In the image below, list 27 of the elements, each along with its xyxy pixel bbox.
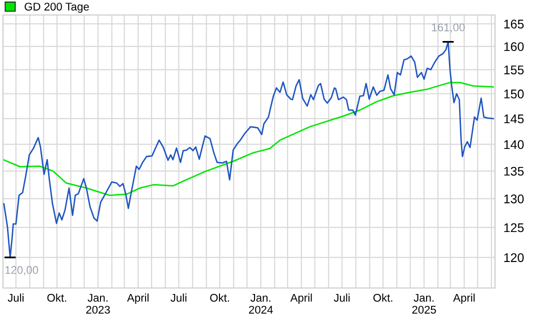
y-tick-label: 155 xyxy=(504,66,524,74)
y-tick-label: 160 xyxy=(504,42,524,52)
y-tick-label: 150 xyxy=(504,90,524,98)
annotation: 120,00 xyxy=(5,266,38,276)
x-tick-label: Okt. xyxy=(47,294,66,302)
x-tick-label: Juli xyxy=(334,294,350,302)
x-tick-label: Juli xyxy=(8,294,24,302)
x-tick-label: Juli xyxy=(170,294,186,302)
y-tick-label: 145 xyxy=(504,114,524,124)
x-tick-label: April xyxy=(453,294,475,304)
x-tick-label: Jan. 2025 xyxy=(412,294,436,314)
line-series xyxy=(3,82,494,196)
line-series xyxy=(3,41,494,258)
y-tick-label: 125 xyxy=(504,223,524,232)
x-tick-label: Okt. xyxy=(210,294,229,302)
y-tick-label: 140 xyxy=(504,140,524,150)
x-tick-label: Okt. xyxy=(373,294,392,302)
annotation: 161,00 xyxy=(432,23,465,33)
legend-label: GD 200 Tage xyxy=(24,2,89,13)
y-tick-label: 165 xyxy=(504,20,524,28)
y-tick-label: 120 xyxy=(504,253,524,262)
x-tick-label: Jan. 2024 xyxy=(249,294,273,314)
x-tick-label: April xyxy=(290,294,312,304)
y-tick-label: 135 xyxy=(504,166,524,176)
x-tick-label: April xyxy=(127,294,149,304)
y-tick-label: 130 xyxy=(504,194,524,204)
x-tick-label: Jan. 2023 xyxy=(86,294,110,314)
